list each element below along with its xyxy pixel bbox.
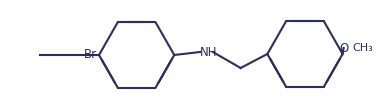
Text: NH: NH xyxy=(200,46,217,58)
Text: Br: Br xyxy=(84,49,97,61)
Text: O: O xyxy=(339,42,348,55)
Text: CH₃: CH₃ xyxy=(353,43,373,53)
